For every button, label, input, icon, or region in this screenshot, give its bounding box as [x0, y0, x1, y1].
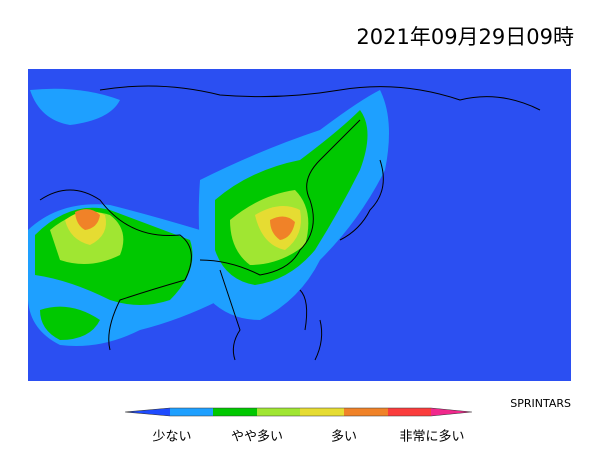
legend-label: 少ない	[152, 430, 191, 445]
legend-label: 非常に多い	[399, 429, 464, 445]
map	[28, 69, 571, 381]
legend-label: やや多い	[231, 429, 283, 445]
credit: SPRINTARS	[510, 397, 571, 410]
legend-label: 多い	[331, 429, 357, 445]
legend-bar	[124, 407, 473, 417]
timestamp-title: 2021年09月29日09時	[356, 25, 574, 49]
